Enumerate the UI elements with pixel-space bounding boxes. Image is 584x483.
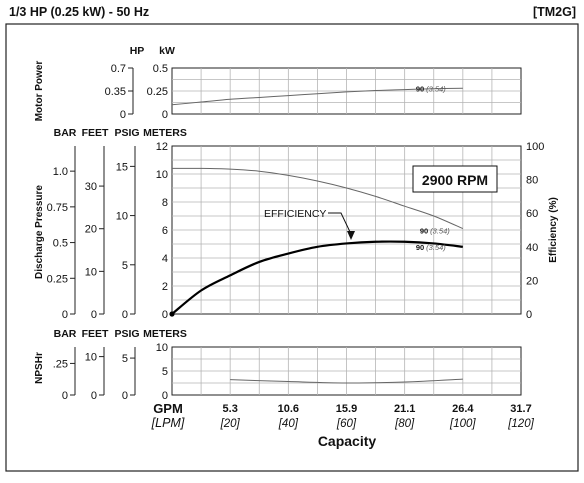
meters-tick-label: 10 [156,169,168,181]
psig-axis-tick-label: 15 [116,161,128,173]
header-bar: 1/3 HP (0.25 kW) - 50 Hz [TM2G] [0,0,584,22]
meters-tick-label: 8 [162,197,168,209]
bar-axis-tick-label: 0 [62,309,68,321]
x-tick-layer: 5.3 10.6 15.9 21.1 26.4 31.7 [20] [40] [60] [80] [… [220,403,535,430]
meters-tick-label: 6 [162,225,168,237]
model-code: [TM2G] [532,5,576,19]
lpm-tick-label: [60] [336,418,357,430]
efficiency-tick-label: 80 [526,175,538,187]
npsh-meters-tick-label: 5 [162,366,168,378]
efficiency-end-lpm: 90 [416,243,424,252]
gpm-tick-label: 15.9 [336,403,357,415]
lpm-label: [LPM] [151,416,185,430]
efficiency-tick-label: 20 [526,275,538,287]
head-curve [171,167,464,230]
efficiency-axis-title: Efficiency (%) [548,197,559,263]
bar-axis-tick-label: 0.75 [47,202,68,214]
npsh-meters-axis-label: METERS [143,328,187,340]
bar-axis-label: BAR [54,127,77,139]
lpm-tick-label: [40] [278,418,299,430]
head-end-lpm: 90 [420,227,428,236]
hp-axis-label: HP [130,45,145,57]
grid-layer [172,68,521,395]
efficiency-tick-label: 0 [526,309,532,321]
efficiency-curve [171,240,463,315]
feet-axis-tick-label: 0 [91,309,97,321]
kw-axis-label: kW [159,45,175,57]
npsh-curve [230,378,463,384]
npsh-psig-axis-tick-label: 0 [122,390,128,402]
bar-axis-tick-label: 0.5 [53,238,68,250]
meters-tick-label: 4 [162,253,168,265]
hp-axis-tick-label: 0.35 [105,86,126,98]
efficiency-arrowhead [347,231,355,240]
efficiency-end-gpm: (3.54) [426,243,446,252]
meters-tick-label: 0 [162,309,168,321]
npsh-feet-axis-label: FEET [82,328,109,340]
motor-power-end-gpm: (3.54) [426,85,446,94]
discharge-pressure-title: Discharge Pressure [34,185,45,279]
feet-axis-tick-label: 30 [85,181,97,193]
feet-axis-tick-label: 20 [85,224,97,236]
lpm-tick-label: [120] [507,418,534,430]
rpm-box [412,165,498,193]
psig-axis-tick-label: 0 [122,309,128,321]
efficiency-tick-label: 40 [526,242,538,254]
efficiency-end-label: 90 (3.54) [416,243,446,252]
page-title: 1/3 HP (0.25 kW) - 50 Hz [9,5,150,19]
npshr-title: NPSHr [34,352,45,384]
gpm-tick-label: 26.4 [452,403,474,415]
npsh-bar-axis-label: BAR [54,328,77,340]
efficiency-tick-label: 100 [526,141,544,153]
hp-axis-tick-label: 0.7 [111,63,126,75]
npsh-feet-axis-tick-label: 0 [91,390,97,402]
motor-power-curve [171,87,463,106]
npsh-feet-axis-tick-label: 10 [85,352,97,364]
gpm-tick-label: 5.3 [223,403,238,415]
efficiency-tick-label: 60 [526,208,538,220]
meters-tick-label: 2 [162,281,168,293]
motor-power-end-lpm: 90 [416,85,424,94]
gpm-label: GPM [153,401,183,416]
npsh-psig-axis-label: PSIG [114,328,139,340]
meters-tick-label: 12 [156,141,168,153]
npsh-meters-tick-label: 10 [156,342,168,354]
rpm-label: 2900 RPM [422,172,488,188]
kw-tick-label: 0 [162,109,168,121]
head-end-gpm: (3.54) [430,227,450,236]
head-end-label: 90 (3.54) [420,227,450,236]
motor-power-end-label: 90 (3.54) [416,85,446,94]
kw-tick-label: 0.25 [147,86,168,98]
efficiency-arrow [328,212,352,235]
bar-axis-tick-label: 0.25 [47,273,68,285]
psig-axis-tick-label: 10 [116,211,128,223]
feet-axis-tick-label: 10 [85,266,97,278]
psig-axis-tick-label: 5 [122,260,128,272]
feet-axis-label: FEET [82,127,109,139]
npsh-bar-axis-tick-label: 0 [62,390,68,402]
lpm-tick-label: [20] [220,418,241,430]
npsh-meters-tick-label: 0 [162,390,168,402]
motor-power-title: Motor Power [34,61,45,122]
curve-layer: 90 (3.54)90 (3.54)90 (3.54) [169,85,464,384]
meters-axis-label: METERS [143,127,187,139]
lpm-tick-label: [80] [394,418,415,430]
efficiency-curve-label: EFFICIENCY [264,208,326,220]
lpm-tick-label: [100] [449,418,476,430]
bar-axis-tick-label: 1.0 [53,166,68,178]
gpm-tick-label: 21.1 [394,403,415,415]
capacity-title: Capacity [318,433,377,449]
gpm-tick-label: 10.6 [278,403,299,415]
npsh-psig-axis-tick-label: 5 [122,353,128,365]
efficiency-start-point [169,311,175,317]
npsh-bar-axis-tick-label: .25 [53,358,68,370]
axes-layer: 0.70.3500.50.2501.00.750.50.250302010015… [47,63,545,402]
kw-tick-label: 0.5 [153,63,168,75]
chart-frame [5,23,579,472]
gpm-tick-label: 31.7 [510,403,531,415]
psig-axis-label: PSIG [114,127,139,139]
hp-axis-tick-label: 0 [120,109,126,121]
